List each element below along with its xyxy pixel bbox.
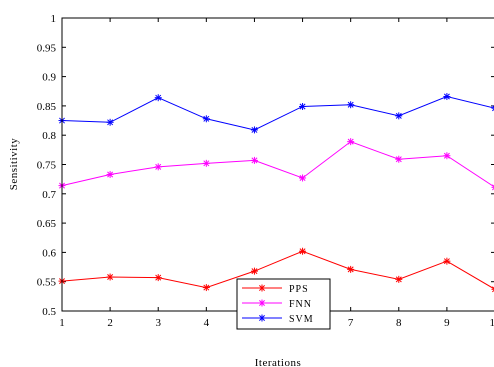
- y-tick-label: 0.65: [37, 218, 57, 230]
- legend-label: PPS: [289, 284, 309, 295]
- data-point-fnn: [106, 170, 114, 178]
- series-line-fnn: [61, 141, 494, 188]
- legend-box: [236, 278, 331, 330]
- data-point-pps: [154, 274, 162, 282]
- data-point-pps: [443, 257, 451, 265]
- data-point-svm: [299, 102, 307, 110]
- y-tick-label: 0.9: [42, 72, 56, 84]
- series-line-pps: [61, 250, 494, 290]
- data-point-pps: [299, 247, 307, 255]
- data-point-fnn: [443, 152, 451, 160]
- legend-marker: [258, 284, 266, 292]
- y-tick-label: 0.55: [37, 277, 57, 289]
- x-tick-label: 1: [490, 317, 494, 329]
- data-point-fnn: [299, 174, 307, 182]
- data-point-pps: [395, 275, 403, 283]
- x-tick-label: 7: [348, 317, 354, 329]
- y-tick-label: 0.85: [37, 101, 57, 113]
- y-axis-ticks: 0.5 0.55 0.6 0.65 0.7 0.75 0.8 0.85 0.9 0.95 1: [37, 13, 494, 318]
- data-point-fnn: [491, 184, 494, 191]
- data-point-fnn: [347, 138, 355, 146]
- data-point-fnn: [154, 163, 162, 171]
- legend-entry-svm: SVM: [242, 314, 314, 325]
- data-point-svm: [106, 118, 114, 126]
- series-fnn: [58, 138, 494, 191]
- y-tick-label: 0.8: [42, 130, 56, 142]
- y-axis-label: Sensitivity: [8, 138, 20, 191]
- y-tick-label: 0.7: [42, 189, 56, 201]
- data-point-pps: [347, 265, 355, 273]
- data-point-fnn: [250, 156, 258, 164]
- data-point-svm: [154, 94, 162, 102]
- data-point-fnn: [395, 155, 403, 163]
- x-tick-label: 2: [107, 317, 113, 329]
- series-line-svm: [61, 96, 494, 131]
- x-tick-label: 9: [444, 317, 450, 329]
- y-tick-label: 0.5: [42, 306, 56, 318]
- legend-entry-pps: PPS: [242, 284, 309, 295]
- legend-label: SVM: [289, 314, 314, 325]
- x-axis-label: Iterations: [255, 357, 302, 367]
- y-tick-label: 1: [51, 13, 57, 25]
- data-point-pps: [106, 273, 114, 281]
- y-tick-label: 0.75: [37, 160, 57, 172]
- legend: PPS FNN SVM: [236, 278, 331, 330]
- legend-label: FNN: [289, 299, 312, 310]
- series-pps: [58, 247, 494, 293]
- x-tick-label: 4: [204, 317, 210, 329]
- data-point-pps: [202, 284, 210, 292]
- data-point-svm: [443, 93, 451, 101]
- data-point-svm: [250, 126, 258, 134]
- data-point-svm: [347, 101, 355, 109]
- data-point-svm: [395, 112, 403, 120]
- x-tick-label: 3: [155, 317, 161, 329]
- data-point-fnn: [202, 159, 210, 167]
- legend-marker: [258, 314, 266, 322]
- data-point-svm: [491, 105, 494, 112]
- y-tick-label: 0.95: [37, 42, 57, 54]
- legend-entry-fnn: FNN: [242, 299, 312, 310]
- y-tick-label: 0.6: [42, 247, 56, 259]
- legend-marker: [258, 299, 266, 307]
- data-point-svm: [202, 115, 210, 123]
- x-tick-label: 1: [59, 317, 65, 329]
- data-point-pps: [491, 286, 494, 293]
- x-tick-label: 8: [396, 317, 402, 329]
- data-point-pps: [250, 267, 258, 275]
